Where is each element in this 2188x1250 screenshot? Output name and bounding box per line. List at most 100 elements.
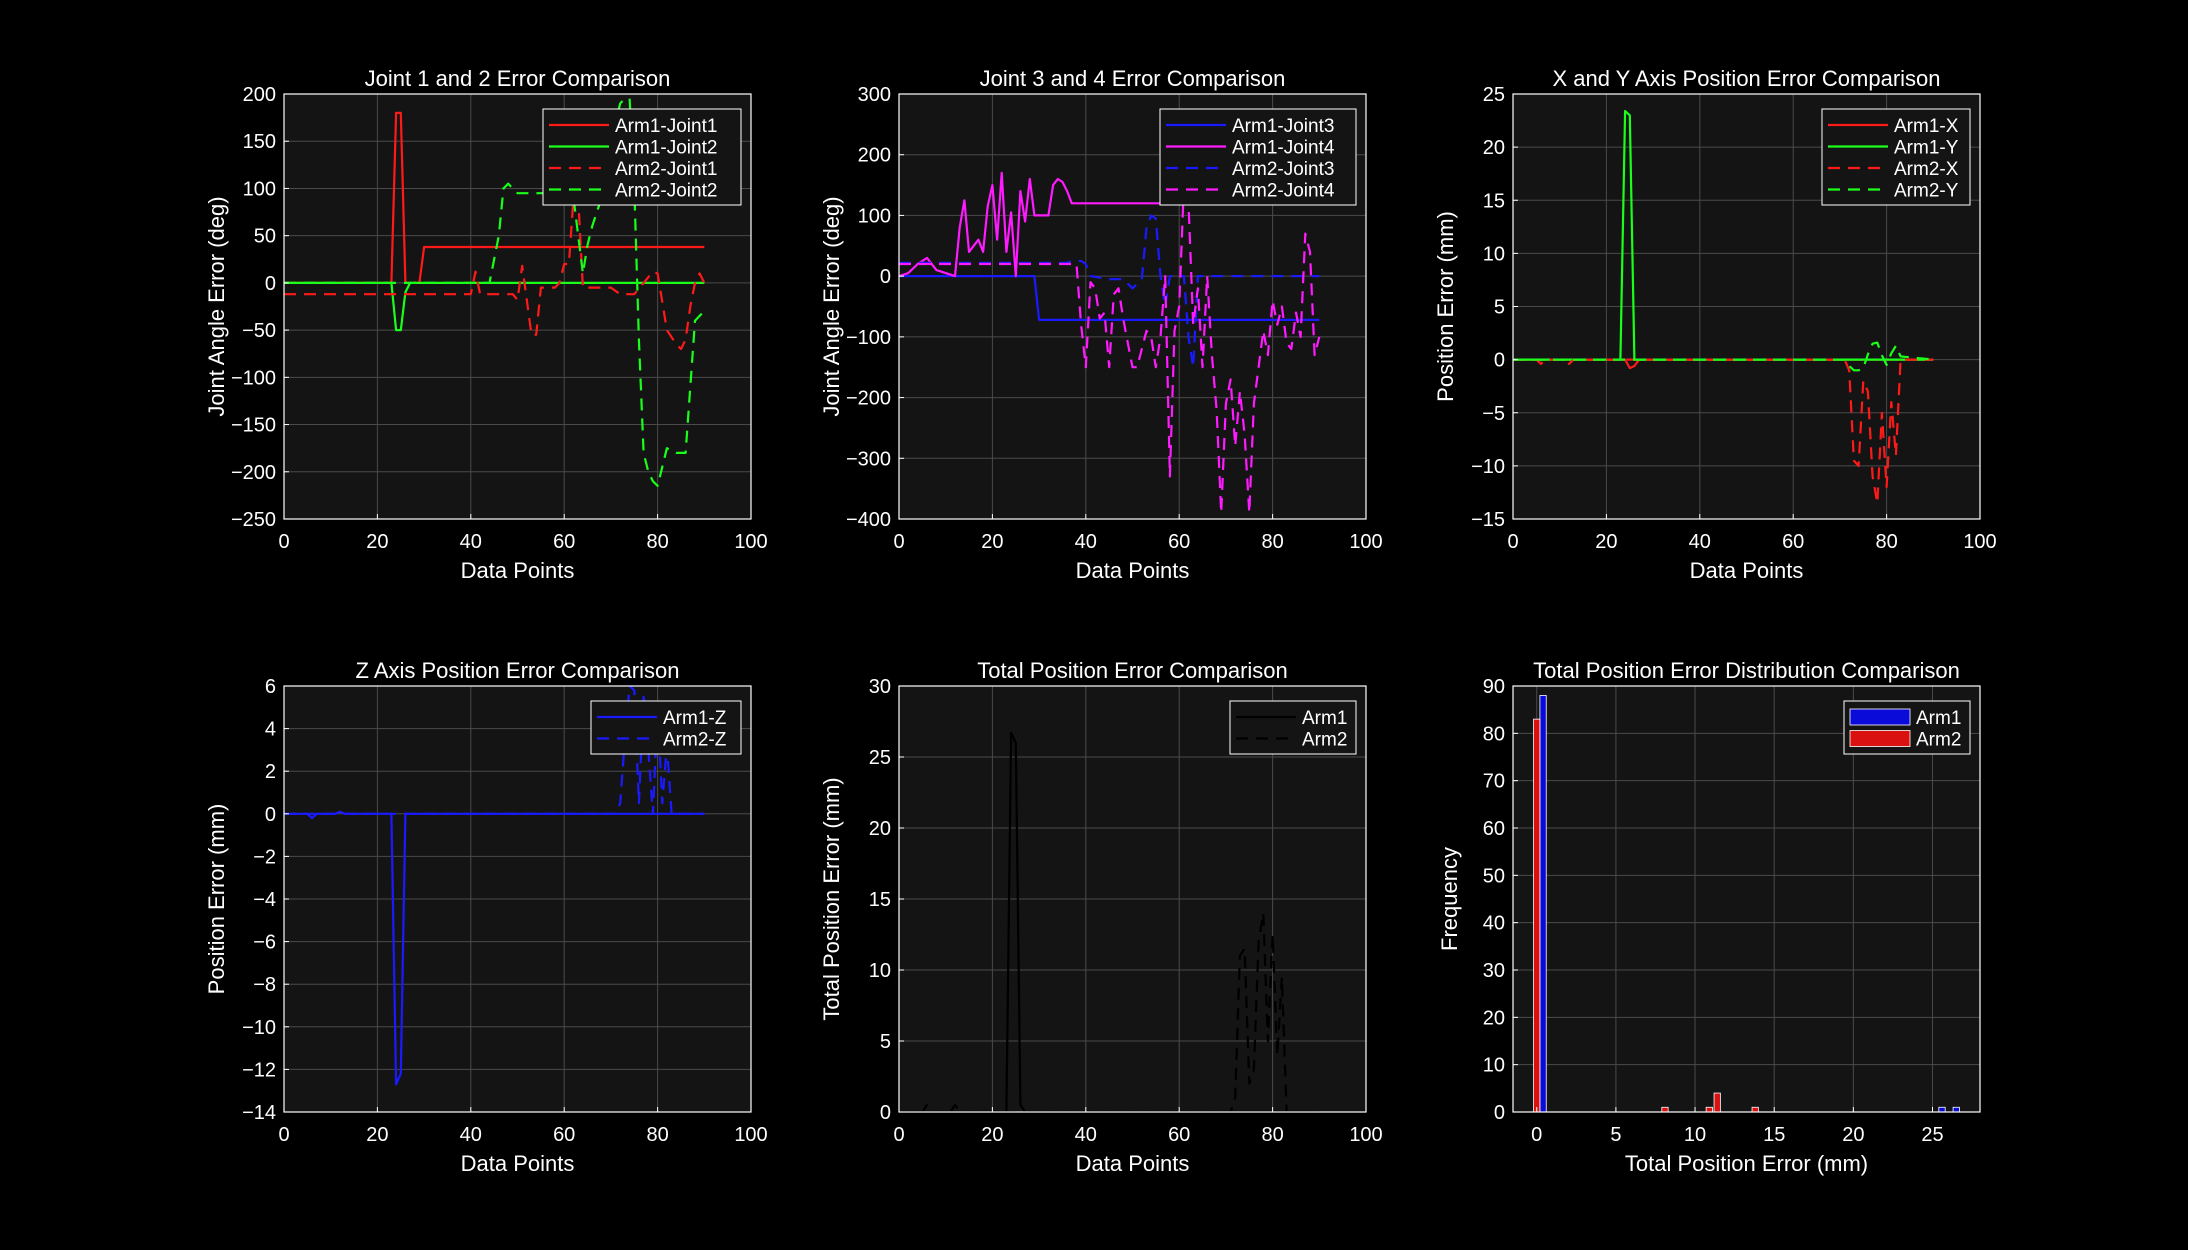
y-tick-label: 40 [1483,913,1505,935]
y-tick-label: −10 [1471,456,1505,478]
series-arm2-z [284,686,705,815]
legend-label: Arm1-Joint1 [615,116,717,137]
x-tick-label: 40 [1075,531,1097,553]
y-tick-label: 0 [880,1102,891,1124]
y-tick-label: −50 [242,320,276,342]
x-tick-label: 0 [893,1124,904,1146]
x-tick-label: 100 [1349,531,1382,553]
chart-joint-3-4: Joint 3 and 4 Error Comparison Data Poin… [819,66,1383,583]
x-tick-label: 15 [1763,1124,1785,1146]
y-tick-label: −10 [242,1017,276,1039]
axes-background [1513,686,1980,1112]
x-tick-label: 60 [1782,531,1804,553]
y-axis-label: Position Error (mm) [1433,211,1458,402]
y-tick-label: −400 [846,509,891,531]
legend-label: Arm1-Joint3 [1232,116,1334,137]
bar-arm2 [1713,1092,1721,1112]
y-tick-label: 80 [1483,723,1505,745]
y-axis-label: Position Error (mm) [204,804,229,995]
y-tick-label: 50 [1483,865,1505,887]
x-tick-label: 80 [1875,531,1897,553]
legend-box [590,700,742,755]
y-tick-label: 0 [1494,350,1505,372]
series-arm1-joint4 [899,171,1320,278]
legend: Arm1-Joint3Arm1-Joint4Arm2-Joint3Arm2-Jo… [1159,108,1357,206]
x-tick-label: 80 [1261,531,1283,553]
legend-label: Arm1 [1916,708,1961,729]
ticks: 0 5 10 15 20 25 0 10 20 30 40 50 60 70 80 90 [1483,676,1944,1146]
chart-title: Joint 3 and 4 Error Comparison [980,66,1286,91]
x-tick-label: 80 [646,531,668,553]
y-tick-label: 5 [880,1031,891,1053]
x-tick-label: 0 [1507,531,1518,553]
y-tick-label: 6 [265,676,276,698]
x-tick-label: 40 [1075,1124,1097,1146]
y-tick-label: 30 [1483,960,1505,982]
legend-box [1229,700,1357,755]
axes-box [898,93,1367,520]
y-tick-label: −8 [253,974,276,996]
x-tick-label: 80 [1261,1124,1283,1146]
x-tick-label: 10 [1684,1124,1706,1146]
x-tick-label: 20 [981,531,1003,553]
x-tick-label: 5 [1610,1124,1621,1146]
x-axis-label: Data Points [1076,558,1190,583]
y-tick-label: −150 [231,415,276,437]
y-tick-label: −15 [1471,509,1505,531]
y-tick-label: −2 [253,846,276,868]
legend-swatch [1849,708,1911,726]
axes-box [283,93,752,520]
x-tick-label: 60 [553,531,575,553]
x-tick-label: 100 [734,1124,767,1146]
x-tick-label: 20 [1842,1124,1864,1146]
y-tick-label: 30 [869,676,891,698]
y-tick-label: −100 [846,327,891,349]
y-tick-label: 90 [1483,676,1505,698]
x-axis-label: Data Points [461,558,575,583]
ticks: 0 20 40 60 80 100 −15 −10 −5 0 5 10 15 20 25 [1471,84,1997,553]
x-tick-label: 25 [1921,1124,1943,1146]
bar-arm2 [1533,718,1541,1112]
plot-area [1513,109,1934,505]
chart-title: Joint 1 and 2 Error Comparison [365,66,671,91]
y-tick-label: −4 [253,889,276,911]
y-tick-label: −250 [231,509,276,531]
x-tick-label: 0 [893,531,904,553]
y-tick-label: 25 [869,747,891,769]
legend-label: Arm1 [1302,708,1347,729]
y-tick-label: 0 [265,273,276,295]
x-tick-label: 0 [278,1124,289,1146]
chart-total-position: Total Position Error Comparison Data Poi… [819,658,1383,1176]
legend-swatch [1849,730,1911,747]
legend-label: Arm2 [1916,730,1961,751]
chart-title: Total Position Error Comparison [977,658,1288,683]
ticks: 0 20 40 60 80 100 −250 −200 −150 −100 −50 0 50 100 150… [231,84,768,553]
legend-label: Arm2-Y [1894,181,1959,202]
chart-error-distribution: Total Position Error Distribution Compar… [1437,658,1981,1176]
chart-title: X and Y Axis Position Error Comparison [1552,66,1940,91]
y-tick-label: 10 [1483,1055,1505,1077]
x-axis-label: Data Points [461,1151,575,1176]
y-tick-label: 150 [243,131,276,153]
series-arm1 [899,731,1320,1112]
y-tick-label: −200 [231,462,276,484]
legend-label: Arm2-X [1894,159,1959,180]
x-axis-label: Data Points [1076,1151,1190,1176]
series-arm2-joint1 [284,196,706,351]
y-tick-label: 0 [1494,1102,1505,1124]
ticks: 0 20 40 60 80 100 0 5 10 15 20 25 30 [869,676,1383,1146]
chart-xy-position: X and Y Axis Position Error Comparison D… [1433,66,1997,583]
x-axis-label: Data Points [1690,558,1804,583]
plot-area [899,731,1320,1112]
x-axis-label: Total Position Error (mm) [1625,1151,1868,1176]
axes-box [1512,685,1981,1113]
y-tick-label: −300 [846,448,891,470]
y-tick-label: 15 [1483,190,1505,212]
y-tick-label: −14 [242,1102,276,1124]
y-tick-label: 25 [1483,84,1505,106]
legend-label: Arm1-Joint4 [1232,138,1335,159]
y-tick-label: −5 [1482,403,1505,425]
series-arm2-joint3 [899,214,1320,369]
